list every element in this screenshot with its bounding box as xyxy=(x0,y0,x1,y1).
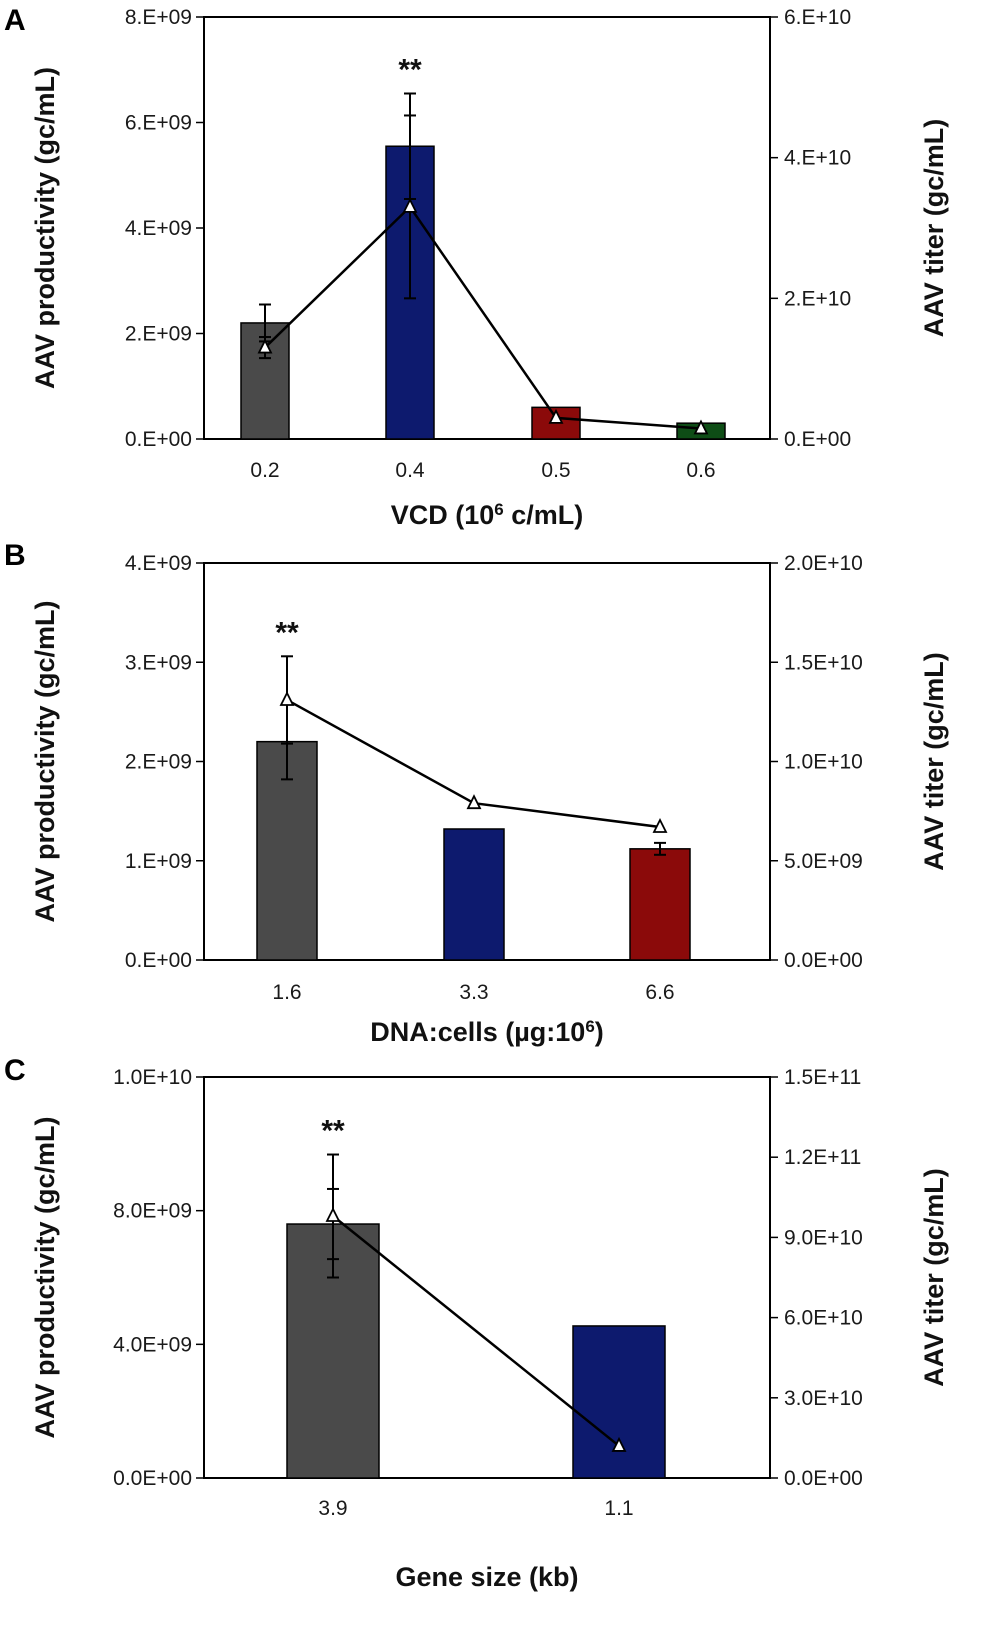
bar xyxy=(443,828,505,961)
right-tick-label: 6.E+10 xyxy=(784,6,851,29)
x-axis-title: Gene size (kb) xyxy=(395,1562,578,1592)
right-tick-label: 5.0E+09 xyxy=(784,850,863,873)
left-tick-label: 6.E+09 xyxy=(125,112,192,135)
significance-annotation: ** xyxy=(275,616,299,649)
x-tick-label: 6.6 xyxy=(645,981,674,1004)
titer-line xyxy=(264,204,702,430)
right-tick-label: 2.0E+10 xyxy=(784,552,863,575)
titer-marker xyxy=(279,690,295,706)
x-tick-label: 0.6 xyxy=(686,459,715,482)
panel-letter: A xyxy=(4,4,26,37)
x-axis-title: DNA:cells (µg:106) xyxy=(370,1017,604,1048)
right-tick-label: 1.5E+10 xyxy=(784,651,863,674)
x-tick-label: 0.4 xyxy=(395,459,425,482)
x-axis-title-suffix: ) xyxy=(595,1017,604,1047)
left-tick-label: 0.0E+00 xyxy=(113,1467,192,1490)
x-tick-label: 1.1 xyxy=(604,1497,633,1520)
right-tick-label: 0.0E+00 xyxy=(784,1467,863,1490)
x-axis-title-sup: 6 xyxy=(494,500,503,519)
left-tick-label: 2.E+09 xyxy=(125,751,192,774)
left-tick-label: 1.0E+10 xyxy=(113,1066,192,1089)
titer-marker xyxy=(693,419,709,435)
right-tick-label: 4.E+10 xyxy=(784,147,851,170)
left-tick-label: 0.E+00 xyxy=(125,949,192,972)
bar xyxy=(572,1325,666,1479)
left-tick-label: 0.E+00 xyxy=(125,428,192,451)
left-tick-label: 8.0E+09 xyxy=(113,1200,192,1223)
y-axis-title-left: AAV productivity (gc/mL) xyxy=(30,67,60,389)
y-axis-title-right: AAV titer (gc/mL) xyxy=(919,1168,949,1387)
titer-marker xyxy=(548,408,564,424)
right-tick-label: 0.0E+00 xyxy=(784,949,863,972)
panel-letter: C xyxy=(4,1054,26,1087)
titer-marker xyxy=(402,197,418,213)
left-tick-label: 4.0E+09 xyxy=(113,1333,192,1356)
panel-a: A 0.E+00 2.E+09 4.E+09 6.E+09 8.E+09 0.E+00 2.E… xyxy=(4,4,949,530)
titer-marker xyxy=(466,794,482,810)
left-tick-label: 1.E+09 xyxy=(125,850,192,873)
x-axis-title: VCD (106 c/mL) xyxy=(391,500,584,531)
right-tick-label: 1.0E+10 xyxy=(784,751,863,774)
titer-marker xyxy=(325,1207,341,1222)
x-tick-label: 3.3 xyxy=(459,981,488,1004)
significance-annotation: ** xyxy=(321,1115,345,1148)
x-tick-label: 0.2 xyxy=(250,459,279,482)
right-tick-label: 6.0E+10 xyxy=(784,1307,863,1330)
panel-letter: B xyxy=(4,539,26,572)
x-tick-label: 0.5 xyxy=(541,459,570,482)
bar xyxy=(629,848,691,961)
panel-c: C 0.0E+00 4.0E+09 8.0E+09 1.0E+10 0.0E+00 3.0E… xyxy=(4,1054,949,1592)
left-tick-label: 8.E+09 xyxy=(125,6,192,29)
x-axis-title-main: Gene size (kb) xyxy=(395,1562,578,1592)
y-axis-title-right: AAV titer (gc/mL) xyxy=(919,119,949,338)
titer-marker xyxy=(257,338,273,354)
y-axis-title-left: AAV productivity (gc/mL) xyxy=(30,600,60,922)
left-tick-label: 4.E+09 xyxy=(125,217,192,240)
left-tick-label: 4.E+09 xyxy=(125,552,192,575)
left-tick-label: 3.E+09 xyxy=(125,651,192,674)
right-tick-label: 3.0E+10 xyxy=(784,1387,863,1410)
x-axis-title-main: VCD (10 xyxy=(391,500,495,530)
panel-b: B 0.E+00 1.E+09 2.E+09 3.E+09 4.E+09 0.0E+00 5.… xyxy=(4,539,949,1047)
right-tick-label: 9.0E+10 xyxy=(784,1226,863,1249)
titer-marker xyxy=(652,817,668,833)
x-tick-label: 1.6 xyxy=(272,981,301,1004)
right-tick-label: 0.E+00 xyxy=(784,428,851,451)
right-tick-label: 2.E+10 xyxy=(784,287,851,310)
y-axis-title-left: AAV productivity (gc/mL) xyxy=(30,1116,60,1438)
left-tick-label: 2.E+09 xyxy=(125,323,192,346)
right-tick-label: 1.2E+11 xyxy=(784,1146,861,1169)
titer-marker xyxy=(611,1436,627,1452)
plot-frame xyxy=(203,1076,771,1479)
x-tick-label: 3.9 xyxy=(318,1497,347,1520)
x-axis-title-main: DNA:cells (µg:10 xyxy=(370,1017,585,1047)
significance-annotation: ** xyxy=(398,53,422,86)
titer-line xyxy=(332,1215,620,1447)
y-axis-title-right: AAV titer (gc/mL) xyxy=(919,652,949,871)
x-axis-title-suffix: c/mL) xyxy=(504,500,584,530)
x-axis-title-sup: 6 xyxy=(585,1017,594,1036)
right-tick-label: 1.5E+11 xyxy=(784,1066,861,1089)
